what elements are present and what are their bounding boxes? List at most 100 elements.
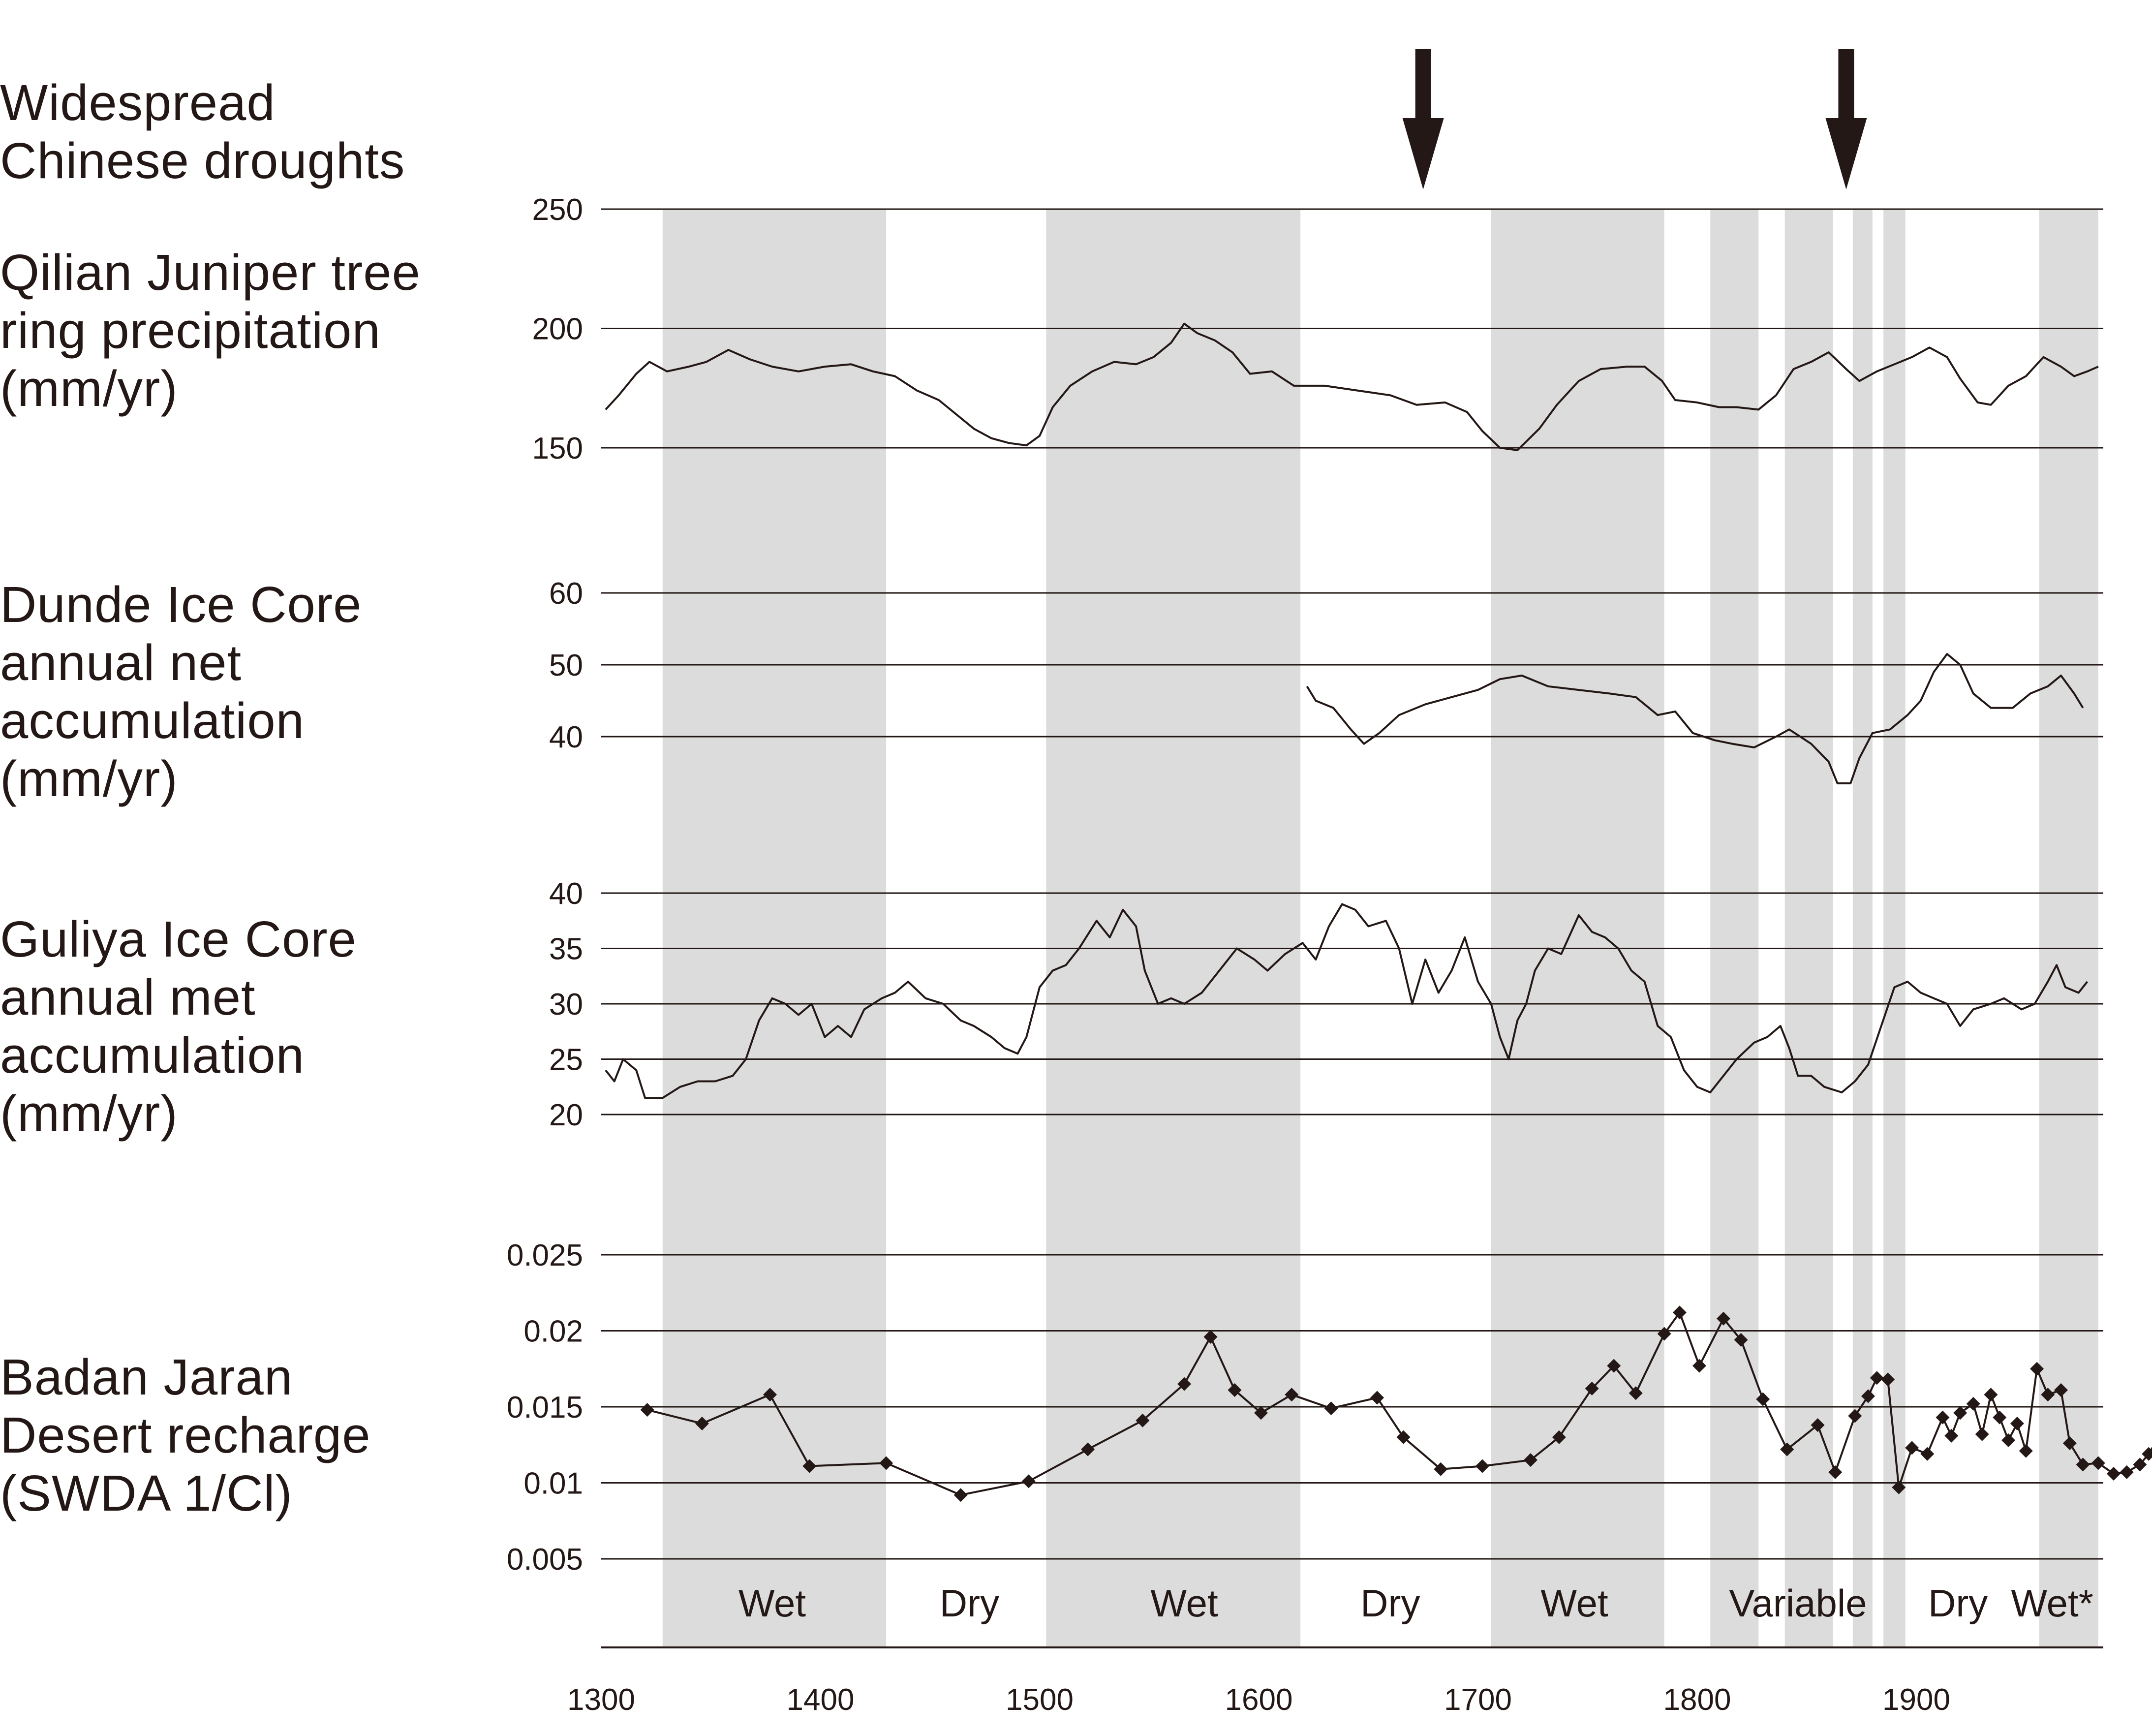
qilian-ytick-label: 250 [532,193,583,227]
badan-point-marker [953,1488,968,1502]
badan-point-marker [1585,1381,1599,1395]
wet-period-8 [2039,209,2098,1647]
dunde-ytick-label: 60 [549,577,583,611]
badan-point-marker [1552,1430,1566,1444]
badan-point-marker [1892,1480,1906,1494]
badan-point-marker [2076,1457,2090,1472]
badan-point-marker [1966,1396,1980,1411]
label-dunde-line-3: accumulation [0,692,305,749]
x-tick-label: 1400 [787,1683,855,1717]
badan-markers [640,1305,2152,1502]
period-label: Dry [1928,1581,1988,1625]
badan-point-marker [1920,1447,1935,1461]
badan-point-marker [1523,1453,1537,1467]
badan-point-marker [1607,1359,1621,1373]
badan-point-marker [1756,1392,1770,1406]
badan-point-marker [1692,1359,1706,1373]
drought-arrows [1402,49,1867,189]
badan-point-marker [2041,1388,2055,1402]
badan-point-marker [1811,1418,1825,1432]
label-qilian-line-1: Qilian Juniper tree [0,244,421,301]
badan-point-marker [2091,1456,2105,1470]
badan-ytick-label: 0.005 [507,1543,583,1577]
guliya-ytick-label: 25 [549,1043,583,1077]
badan-ytick-label: 0.015 [507,1391,583,1425]
period-label: Dry [1360,1581,1420,1625]
badan-ytick-label: 0.02 [523,1315,583,1349]
badan-point-marker [1475,1459,1489,1473]
qilian-ytick-label: 150 [532,432,583,465]
badan-point-marker [802,1459,817,1473]
badan-point-marker [1629,1386,1643,1400]
badan-point-marker [1177,1377,1192,1391]
badan-point-marker [2120,1465,2134,1479]
badan-point-marker [1993,1410,2007,1425]
x-tick-label: 1600 [1225,1683,1293,1717]
badan-ytick-label: 0.01 [523,1467,583,1501]
x-tick-label: 1900 [1882,1683,1950,1717]
guliya-ytick-label: 30 [549,988,583,1022]
label-droughts-line-2: Chinese droughts [0,132,405,189]
x-tick-label: 1300 [567,1683,635,1717]
wet-period-1 [662,209,887,1647]
gridlines [601,208,2103,1648]
badan-point-marker [1396,1430,1411,1444]
dunde-ytick-label: 50 [549,649,583,682]
badan-point-marker [1324,1401,1338,1416]
badan-point-marker [1944,1428,1959,1443]
badan-point-marker [2001,1433,2016,1447]
dunde-series-line [1306,653,2084,784]
badan-point-marker [1936,1410,1950,1425]
badan-series-line [647,1311,2152,1496]
badan-point-marker [2062,1436,2077,1451]
wet-period-6 [1852,209,1873,1647]
badan-point-marker [1828,1465,1843,1479]
period-label: Wet [1540,1581,1608,1625]
label-droughts: Widespread Chinese droughts [0,74,405,190]
period-label: Wet [1150,1581,1218,1625]
badan-point-marker [1984,1388,1998,1402]
badan-point-marker [2030,1362,2044,1376]
badan-point-marker [1081,1442,1095,1457]
badan-point-marker [1953,1406,1968,1420]
wet-period-shading [662,209,2098,1647]
badan-point-marker [1975,1427,1989,1441]
label-badan-line-3: (SWDA 1/Cl) [0,1465,293,1521]
axis-text: 150 200 250 40 50 60 20 25 30 35 40 0.005 0.01 0.015 0… [507,193,2093,1717]
badan-point-marker [879,1456,893,1470]
x-tick-label: 1800 [1663,1683,1731,1717]
badan-point-marker [1861,1389,1875,1403]
badan-point-marker [2054,1383,2068,1397]
badan-point-marker [1228,1383,1242,1397]
label-guliya-line-2: annual met [0,969,256,1025]
badan-point-marker [695,1416,709,1430]
label-dunde-line-4: (mm/yr) [0,750,178,807]
label-badan: Badan Jaran Desert recharge (SWDA 1/Cl) [0,1348,371,1522]
label-guliya-line-1: Guliya Ice Core [0,911,357,967]
badan-point-marker [1254,1406,1268,1420]
qilian-series-line [605,322,2099,451]
badan-ytick-label: 0.025 [507,1239,583,1272]
period-label: Dry [940,1581,999,1625]
wet-period-4 [1710,209,1759,1647]
wet-period-7 [1883,209,1906,1647]
label-qilian-line-2: ring precipitation [0,302,381,359]
period-label: Wet* [2011,1581,2093,1625]
badan-point-marker [1734,1333,1748,1347]
guliya-ytick-label: 35 [549,932,583,966]
badan-point-marker [1370,1391,1384,1405]
label-dunde-line-1: Dunde Ice Core [0,576,362,633]
x-tick-label: 1500 [1006,1683,1074,1717]
label-badan-line-1: Badan Jaran [0,1349,293,1405]
guliya-series-line [605,903,2089,1099]
wet-period-3 [1491,209,1664,1647]
qilian-ytick-label: 200 [532,312,583,346]
label-guliya: Guliya Ice Core annual met accumulation … [0,910,357,1143]
period-label: Variable [1729,1581,1867,1625]
badan-point-marker [763,1388,777,1402]
badan-point-marker [2019,1444,2033,1458]
badan-point-marker [2106,1466,2121,1481]
badan-point-marker [1203,1330,1218,1344]
series-lines [605,322,2152,1496]
